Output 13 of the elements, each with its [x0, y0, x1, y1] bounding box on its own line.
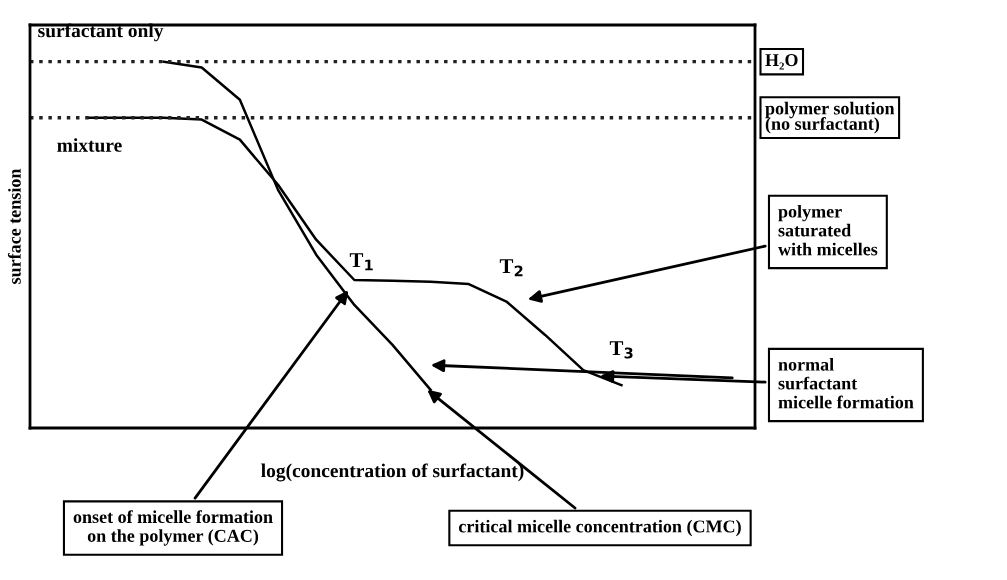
y-axis-title: surface tension	[7, 168, 21, 284]
x-axis-title: log(concentration of surfactant)	[261, 463, 524, 482]
series-label: surfactant only	[38, 23, 164, 42]
annotation: T$_{2}$	[499, 259, 523, 277]
ref-line-label: H₂O	[765, 54, 798, 70]
annotation: T$_{1}$	[349, 253, 373, 271]
series-label: mixture	[57, 138, 122, 152]
ref-line-label: polymer solution (no surfactant)	[765, 101, 895, 134]
text: onset of micelle formation on the polymer (CAC)	[73, 510, 273, 546]
text: normal surfactant micelle formation	[778, 357, 914, 409]
text: critical micelle concentration (CMC)	[458, 519, 741, 537]
text: polymer saturated with micelles	[778, 204, 878, 256]
annotation: T$_{3}$	[609, 341, 633, 359]
